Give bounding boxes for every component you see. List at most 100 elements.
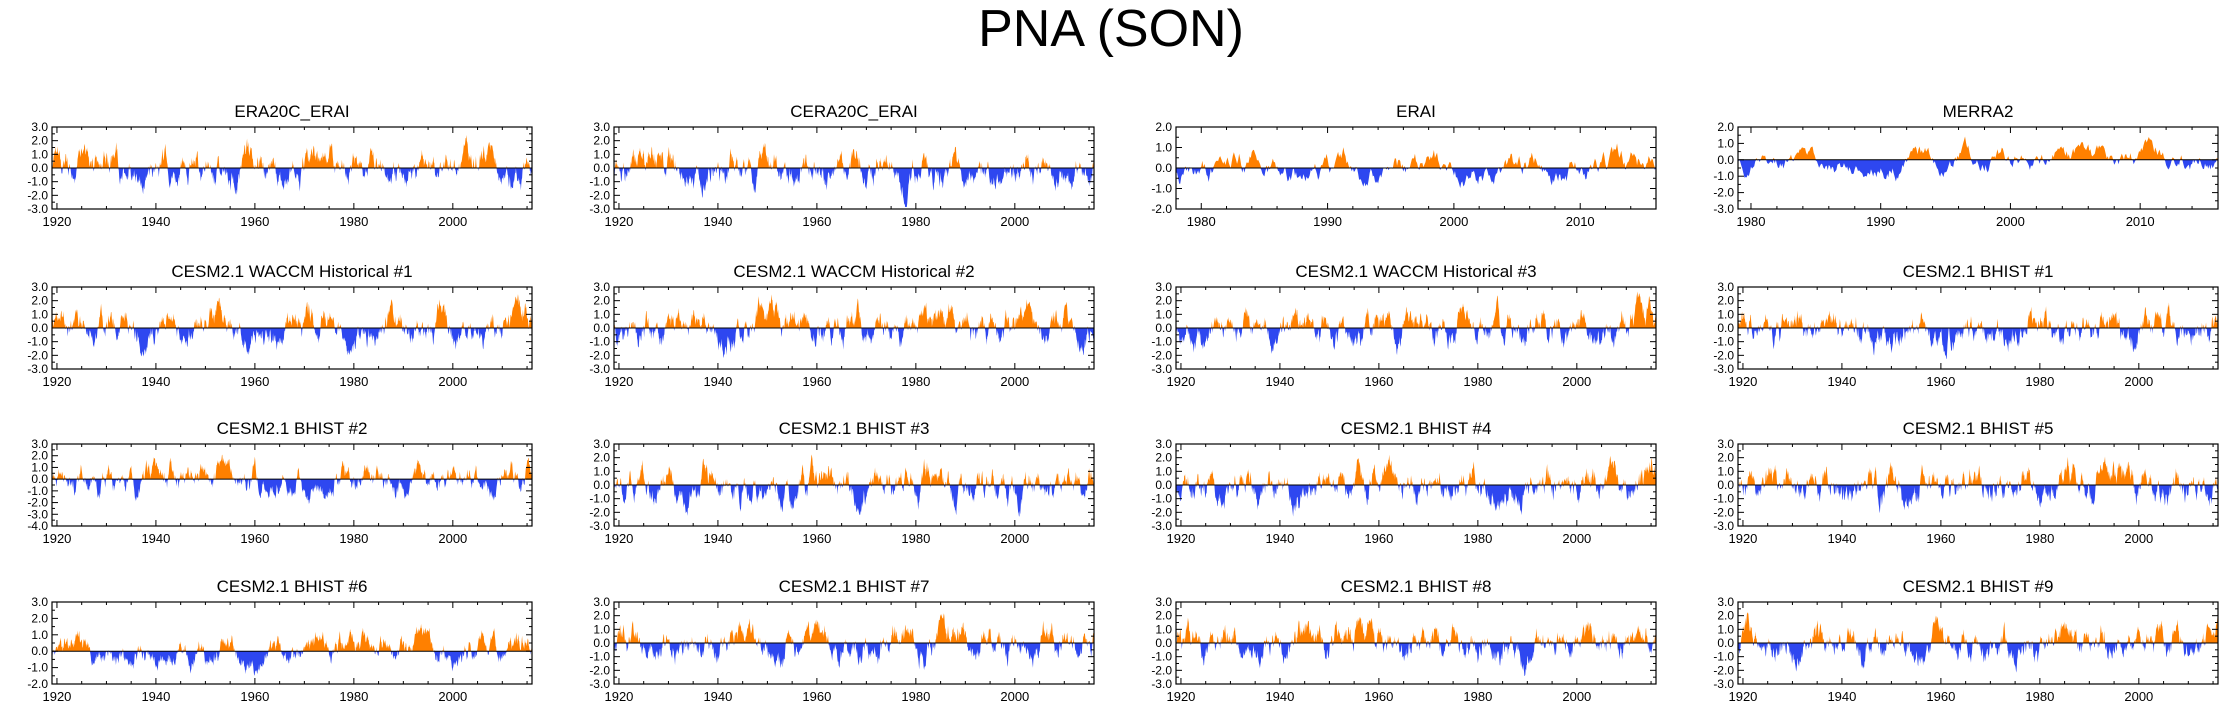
panel: CESM2.1 BHIST #8 3.02.01.00.0-1.0-2.0-3.0…: [1151, 577, 1657, 704]
y-tick-label: -2.0: [589, 663, 610, 677]
x-tick-label: 2000: [1996, 214, 2025, 229]
x-tick-label: 1960: [240, 531, 269, 546]
positive-anomaly-area: [1738, 456, 2218, 485]
y-tick-label: 2.0: [1155, 451, 1172, 465]
x-tick-label: 2010: [1566, 214, 1595, 229]
y-tick-label: 2.0: [1155, 609, 1172, 623]
y-tick-label: -1.0: [1151, 650, 1172, 664]
y-tick-label: 1.0: [1155, 307, 1172, 321]
y-tick-label: -3.0: [589, 202, 610, 216]
y-tick-label: 3.0: [31, 280, 48, 294]
x-tick-label: 1940: [1265, 531, 1294, 546]
y-tick-label: 2.0: [593, 134, 610, 148]
negative-anomaly-area: [614, 328, 1094, 358]
x-tick-label: 2000: [438, 374, 467, 389]
x-tick-label: 2000: [1000, 214, 1029, 229]
y-tick-label: 1.0: [593, 307, 610, 321]
panel-title: CESM2.1 BHIST #9: [1903, 577, 2054, 596]
panel-title: CESM2.1 BHIST #5: [1903, 419, 2054, 438]
y-tick-label: -3.0: [1713, 362, 1734, 376]
x-tick-label: 1920: [1166, 374, 1195, 389]
x-tick-label: 1980: [339, 531, 368, 546]
panel-title: CESM2.1 WACCM Historical #2: [733, 262, 974, 281]
y-tick-label: -3.0: [27, 362, 48, 376]
y-tick-label: 2.0: [31, 294, 48, 308]
y-tick-label: 1.0: [1717, 307, 1734, 321]
negative-anomaly-area: [1176, 328, 1656, 356]
x-tick-label: 1940: [1827, 689, 1856, 704]
y-tick-label: -2.0: [589, 505, 610, 519]
positive-anomaly-area: [52, 135, 532, 168]
x-tick-label: 1980: [1463, 531, 1492, 546]
y-tick-label: 0.0: [1717, 153, 1734, 167]
y-tick-label: 3.0: [593, 120, 610, 134]
y-tick-label: 2.0: [593, 609, 610, 623]
x-tick-label: 2000: [1439, 214, 1468, 229]
x-tick-label: 1960: [240, 689, 269, 704]
x-tick-label: 1980: [1463, 374, 1492, 389]
x-tick-label: 1980: [339, 374, 368, 389]
y-tick-label: 3.0: [1717, 437, 1734, 451]
panel-title: MERRA2: [1943, 102, 2014, 121]
panel-title: CESM2.1 WACCM Historical #3: [1295, 262, 1536, 281]
x-tick-label: 2000: [438, 531, 467, 546]
x-tick-label: 1920: [604, 689, 633, 704]
x-tick-label: 1920: [42, 689, 71, 704]
y-tick-label: -2.0: [27, 188, 48, 202]
y-tick-label: 0.0: [593, 478, 610, 492]
x-tick-label: 1980: [1737, 214, 1766, 229]
panel-title: CESM2.1 BHIST #6: [217, 577, 368, 596]
positive-anomaly-area: [614, 454, 1094, 485]
negative-anomaly-area: [1176, 485, 1656, 517]
y-tick-label: -3.0: [1713, 519, 1734, 533]
y-tick-label: 3.0: [31, 120, 48, 134]
y-tick-label: 2.0: [1155, 294, 1172, 308]
y-tick-label: 0.0: [593, 636, 610, 650]
x-tick-label: 1920: [42, 531, 71, 546]
y-tick-label: -1.0: [27, 484, 48, 498]
y-tick-label: 3.0: [1717, 280, 1734, 294]
x-tick-label: 1980: [2025, 689, 2054, 704]
x-tick-label: 1980: [901, 214, 930, 229]
negative-anomaly-area: [1176, 643, 1656, 676]
y-tick-label: 0.0: [31, 472, 48, 486]
x-tick-label: 1940: [703, 374, 732, 389]
panel: CESM2.1 WACCM Historical #13.02.01.00.0-…: [27, 262, 533, 389]
y-tick-label: 0.0: [31, 161, 48, 175]
panel-title: CESM2.1 BHIST #3: [779, 419, 930, 438]
panel-title: CESM2.1 BHIST #7: [779, 577, 930, 596]
panel-title: CESM2.1 BHIST #2: [217, 419, 368, 438]
y-tick-label: 2.0: [31, 134, 48, 148]
y-tick-label: -3.0: [1713, 202, 1734, 216]
y-tick-label: -1.0: [589, 650, 610, 664]
y-tick-label: -1.0: [1151, 182, 1172, 196]
x-tick-label: 1960: [802, 214, 831, 229]
y-tick-label: 1.0: [1155, 464, 1172, 478]
x-tick-label: 1940: [1827, 531, 1856, 546]
x-tick-label: 1940: [1265, 374, 1294, 389]
x-tick-label: 1990: [1313, 214, 1342, 229]
negative-anomaly-area: [614, 643, 1094, 670]
y-tick-label: 0.0: [1717, 321, 1734, 335]
positive-anomaly-area: [1176, 291, 1656, 328]
x-tick-label: 2000: [2124, 689, 2153, 704]
x-tick-label: 1980: [901, 531, 930, 546]
y-tick-label: -1.0: [589, 335, 610, 349]
x-tick-label: 1940: [703, 531, 732, 546]
panel-title: ERA20C_ERAI: [234, 102, 349, 121]
y-tick-label: 0.0: [593, 161, 610, 175]
panel-title: CESM2.1 WACCM Historical #1: [171, 262, 412, 281]
x-tick-label: 1940: [141, 374, 170, 389]
panel: CESM2.1 BHIST #5 3.02.01.00.0-1.0-2.0-3.0…: [1713, 419, 2219, 546]
y-tick-label: 0.0: [593, 321, 610, 335]
x-tick-label: 2010: [2126, 214, 2155, 229]
positive-anomaly-area: [1176, 143, 1656, 168]
x-tick-label: 1990: [1866, 214, 1895, 229]
x-tick-label: 1940: [1827, 374, 1856, 389]
y-tick-label: 1.0: [593, 464, 610, 478]
y-tick-label: 0.0: [1717, 478, 1734, 492]
y-tick-label: 0.0: [1155, 161, 1172, 175]
